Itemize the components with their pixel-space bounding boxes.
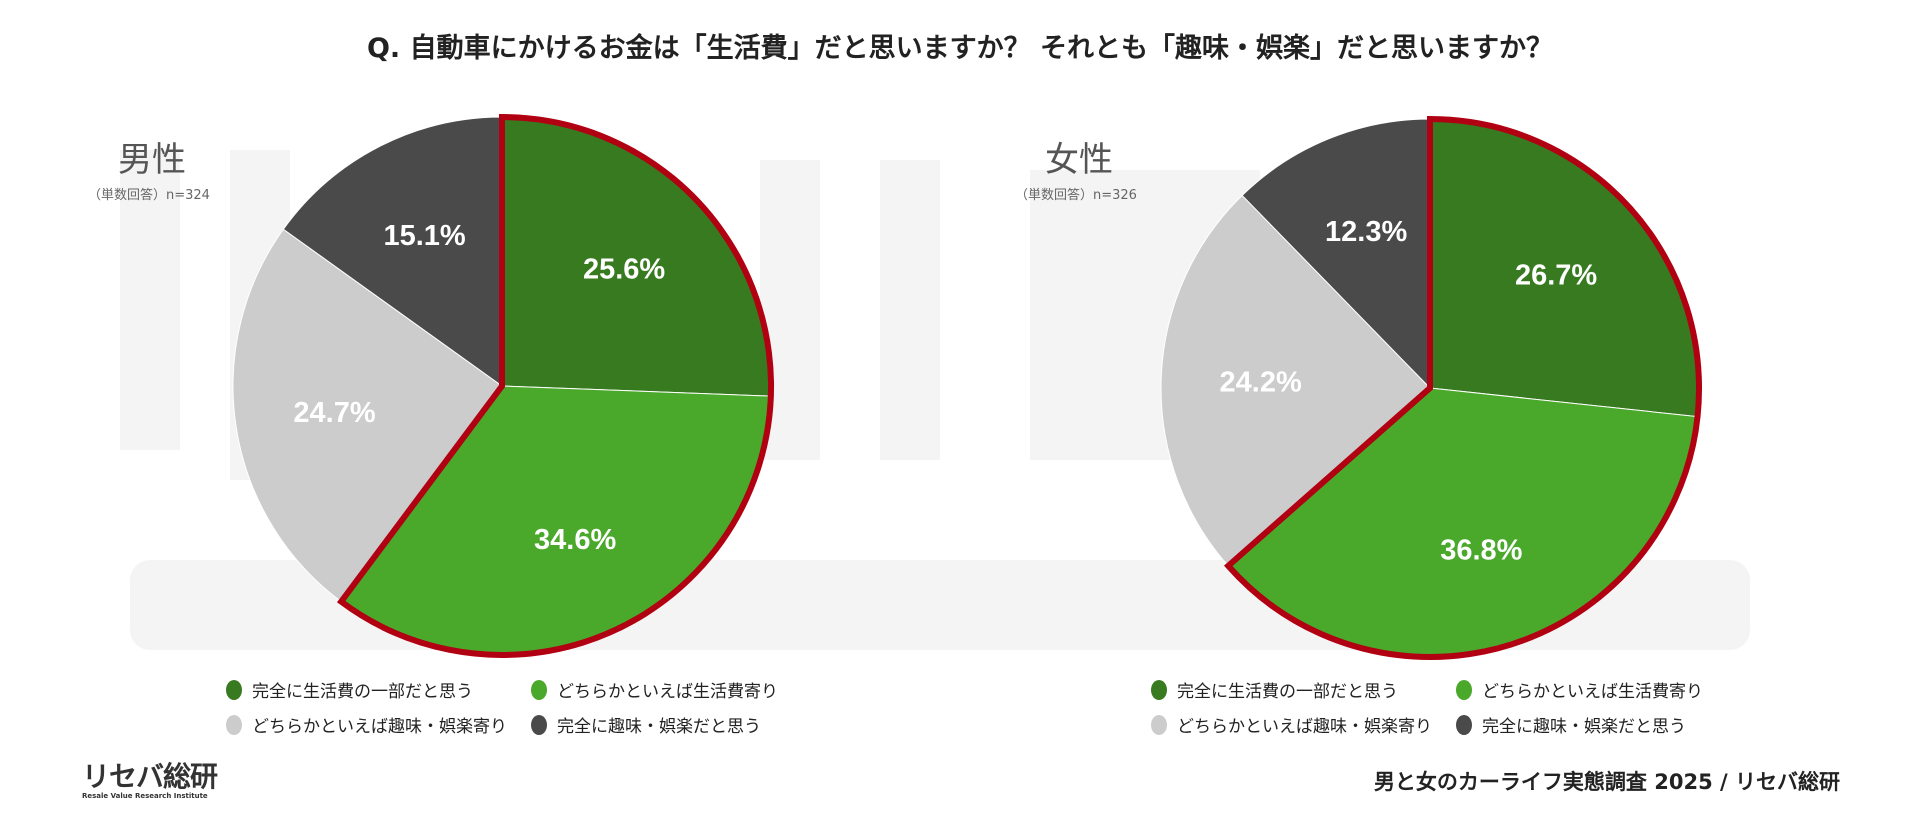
female-pie-chart: 26.7% 36.8% 24.2% 12.3% (1160, 115, 1702, 660)
female-chart-title: 女性 (1045, 140, 1113, 180)
logo-main: リセバ総研 (82, 760, 218, 793)
male-chart-title: 男性 (118, 140, 186, 180)
male-chart-subtitle: （単数回答）n=324 (88, 188, 210, 203)
pie-slice-2 (232, 228, 503, 603)
legend-marker (1151, 714, 1167, 735)
female-legend: 完全に生活費の一部だと思う どちらかといえば生活費寄りどちらかといえば趣味・娯楽寄… (1151, 677, 1703, 737)
legend-marker (531, 714, 547, 735)
logo-sub: Resale Value Research Institute (82, 792, 208, 800)
legend-label: どちらかといえば生活費寄り (557, 682, 778, 702)
legend-item: 完全に生活費の一部だと思う (226, 677, 507, 702)
footer-source: 男と女のカーライフ実態調査 2025 / リセバ総研 (1373, 770, 1840, 794)
female-chart-subtitle: （単数回答）n=326 (1015, 188, 1137, 203)
legend-item: 完全に趣味・娯楽だと思う (1456, 712, 1703, 737)
highlight-border (336, 113, 774, 658)
pie-slice-3 (1241, 118, 1431, 390)
data-label: 24.2% (1220, 367, 1302, 399)
legend-marker (226, 714, 242, 735)
legend-marker (1151, 679, 1167, 700)
legend-label: どちらかといえば生活費寄り (1482, 682, 1703, 702)
legend-item: どちらかといえば趣味・娯楽寄り (1151, 712, 1432, 737)
data-label: 12.3% (1325, 216, 1407, 248)
highlight-border (1223, 115, 1702, 660)
legend-marker (1456, 714, 1472, 735)
legend-item: どちらかといえば生活費寄り (1456, 677, 1703, 702)
data-label: 24.7% (293, 397, 375, 429)
legend-item: 完全に生活費の一部だと思う (1151, 677, 1432, 702)
legend-marker (1456, 679, 1472, 700)
pie-slice-3 (282, 116, 503, 387)
data-label: 15.1% (383, 220, 465, 252)
legend-label: 完全に趣味・娯楽だと思う (557, 717, 761, 737)
legend-label: 完全に生活費の一部だと思う (1177, 682, 1398, 702)
legend-item: どちらかといえば趣味・娯楽寄り (226, 712, 507, 737)
question-title: Q. 自動車にかけるお金は「生活費」だと思いますか？ それとも「趣味・娯楽」だと… (366, 33, 1553, 64)
data-label: 36.8% (1440, 535, 1522, 567)
data-label: 26.7% (1515, 260, 1597, 292)
data-label: 34.6% (534, 524, 616, 556)
legend-item: 完全に趣味・娯楽だと思う (531, 712, 778, 737)
pie-slice-2 (1160, 194, 1431, 567)
legend-label: 完全に生活費の一部だと思う (252, 682, 473, 702)
male-legend: 完全に生活費の一部だと思う どちらかといえば生活費寄りどちらかといえば趣味・娯楽寄… (226, 677, 778, 737)
legend-label: 完全に趣味・娯楽だと思う (1482, 717, 1686, 737)
logo: リセバ総研 Resale Value Research Institute (82, 760, 218, 801)
data-label: 25.6% (583, 253, 665, 285)
legend-item: どちらかといえば生活費寄り (531, 677, 778, 702)
legend-label: どちらかといえば趣味・娯楽寄り (252, 717, 507, 737)
legend-marker (226, 679, 242, 700)
legend-marker (531, 679, 547, 700)
legend-label: どちらかといえば趣味・娯楽寄り (1177, 717, 1432, 737)
male-pie-chart: 25.6% 34.6% 24.7% 15.1% (232, 113, 774, 658)
